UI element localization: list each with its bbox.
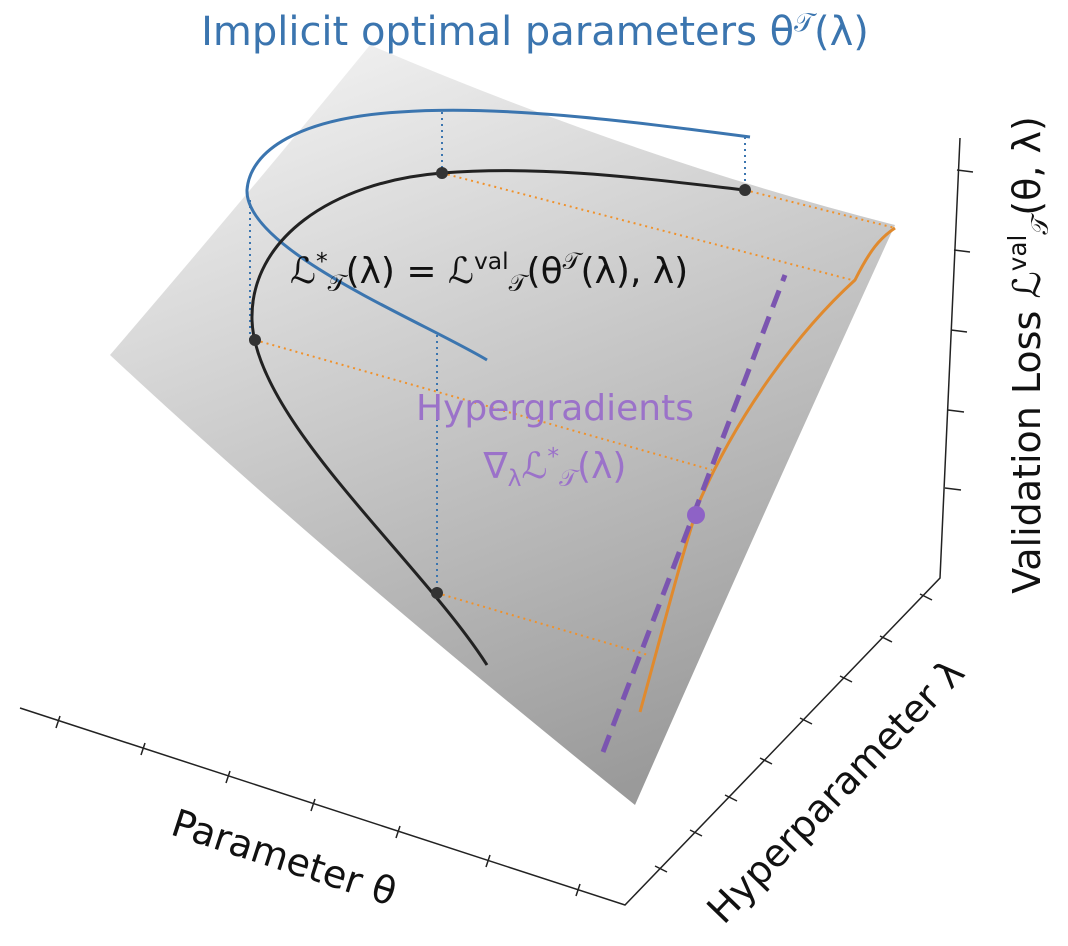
axis-lines	[19, 137, 961, 906]
axes	[19, 137, 974, 906]
hypergradient-label: Hypergradients	[416, 388, 694, 429]
hypergradient-formula: ∇λℒ*𝒯(λ)	[483, 442, 627, 492]
x-ticks	[55, 715, 581, 897]
z-axis-label: Validation Loss ℒval𝒯(θ, λ)	[1003, 116, 1054, 594]
title: Implicit optimal parameters θ𝒯(λ)	[201, 8, 869, 55]
projection-lines	[249, 112, 746, 593]
equation: ℒ*𝒯(λ) = ℒval𝒯(θ𝒯(λ), λ)	[290, 247, 688, 297]
points	[249, 167, 751, 599]
y-axis-label: Hyperparameter λ	[698, 650, 972, 932]
y-ticks	[654, 593, 933, 873]
loss-surface	[110, 45, 895, 805]
optimal-parameter-curve	[245, 108, 751, 362]
z-ticks	[944, 169, 974, 491]
projection-lines	[254, 172, 896, 656]
loss-vs-hyperparameter-curve	[638, 226, 896, 713]
optimal-loss-curve	[250, 169, 746, 666]
tangent-point	[687, 506, 705, 524]
x-axis-label: Parameter θ	[166, 801, 401, 915]
